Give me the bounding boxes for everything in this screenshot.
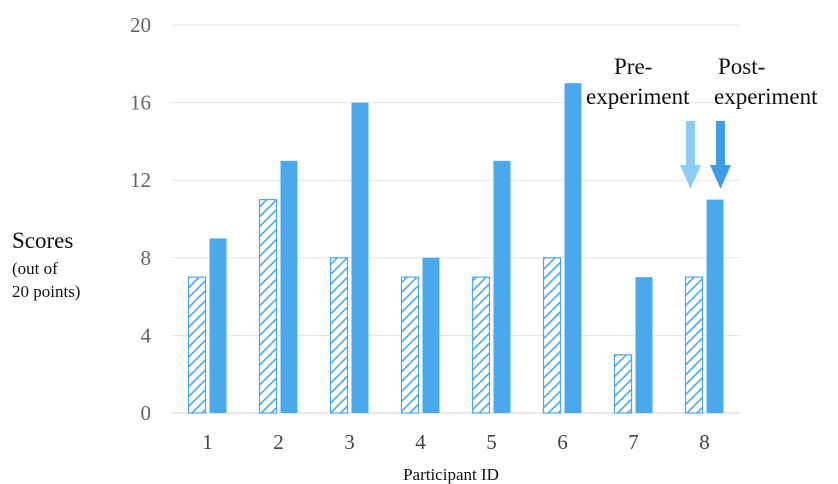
legend-pre-line2: experiment	[586, 84, 690, 109]
legend-pre-arrow-icon	[680, 121, 701, 189]
legend-post-arrow-icon	[710, 121, 731, 189]
x-axis-ticks: 1 2 3 4 5 6 7 8	[202, 430, 710, 454]
bar-pre-experiment	[400, 276, 420, 414]
bar-post-experiment	[564, 83, 582, 413]
x-tick-label: 2	[273, 430, 284, 454]
x-tick-label: 6	[557, 430, 568, 454]
bar-pre-experiment	[542, 257, 562, 414]
legend-post-line2: experiment	[714, 84, 818, 109]
x-axis-label: Participant ID	[403, 465, 499, 484]
y-tick-label: 12	[130, 168, 151, 192]
bar-post-experiment	[351, 102, 369, 413]
bar-post-experiment	[493, 160, 511, 413]
bar-post-experiment	[280, 160, 298, 413]
y-axis-sublabel-line1: (out of	[12, 259, 58, 278]
bar-pre-experiment	[187, 276, 207, 414]
bar-post-experiment	[635, 277, 653, 413]
bar-pre-experiment	[684, 276, 704, 414]
legend: Pre- experiment Post- experiment	[586, 54, 818, 189]
y-tick-label: 0	[141, 401, 152, 425]
y-axis-label: Scores	[12, 228, 73, 253]
bar-pre-experiment	[613, 354, 633, 414]
x-tick-label: 8	[699, 430, 710, 454]
y-axis-sublabel-line2: 20 points)	[12, 282, 80, 301]
bar-post-experiment	[422, 257, 440, 413]
x-tick-label: 3	[344, 430, 355, 454]
bar-post-experiment	[209, 238, 227, 413]
bar-pre-experiment	[471, 276, 491, 414]
bars	[187, 83, 724, 414]
bar-pre-experiment	[258, 199, 278, 414]
y-axis-ticks: 0 4 8 12 16 20	[130, 13, 152, 425]
bar-pre-experiment	[329, 257, 349, 414]
y-tick-label: 20	[130, 13, 151, 37]
legend-pre-line1: Pre-	[614, 54, 652, 79]
y-tick-label: 4	[141, 323, 152, 347]
x-tick-label: 4	[415, 430, 426, 454]
bar-post-experiment	[706, 199, 724, 413]
x-tick-label: 7	[628, 430, 639, 454]
x-tick-label: 1	[202, 430, 213, 454]
x-tick-label: 5	[486, 430, 497, 454]
y-tick-label: 16	[130, 91, 151, 115]
legend-post-line1: Post-	[718, 54, 765, 79]
y-tick-label: 8	[141, 246, 152, 270]
